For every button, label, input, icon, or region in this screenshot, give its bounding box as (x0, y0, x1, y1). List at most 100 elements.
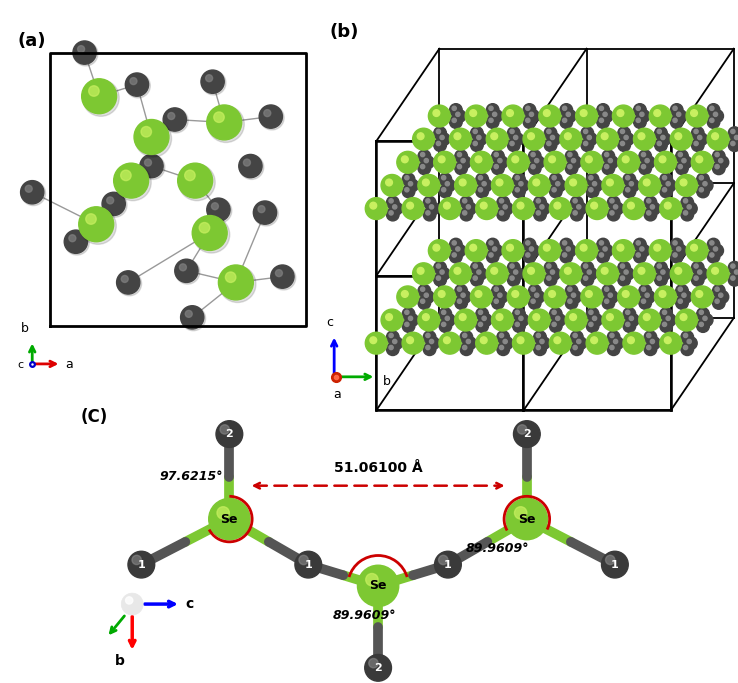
Circle shape (534, 343, 546, 356)
Text: (b): (b) (330, 23, 359, 42)
Circle shape (627, 202, 634, 209)
Circle shape (164, 109, 188, 133)
Circle shape (476, 308, 489, 320)
Circle shape (459, 313, 466, 320)
Circle shape (508, 127, 520, 139)
Circle shape (445, 182, 449, 186)
Circle shape (618, 286, 640, 308)
Circle shape (102, 192, 125, 216)
Circle shape (508, 273, 520, 286)
Circle shape (602, 174, 624, 197)
Circle shape (548, 156, 556, 163)
Circle shape (449, 238, 462, 251)
Circle shape (497, 331, 509, 344)
Text: 1: 1 (304, 559, 312, 570)
Circle shape (560, 238, 573, 251)
Circle shape (676, 296, 689, 309)
Circle shape (613, 205, 618, 209)
Circle shape (623, 197, 645, 219)
Circle shape (465, 240, 487, 262)
Circle shape (534, 158, 539, 163)
Circle shape (650, 205, 655, 209)
Circle shape (417, 133, 424, 139)
Circle shape (606, 156, 618, 169)
Circle shape (547, 264, 551, 268)
Circle shape (621, 129, 624, 134)
Circle shape (686, 105, 708, 127)
Circle shape (406, 313, 418, 326)
Circle shape (532, 156, 545, 169)
Circle shape (540, 205, 544, 209)
Circle shape (404, 176, 409, 180)
Circle shape (413, 263, 435, 285)
Circle shape (424, 293, 428, 297)
Circle shape (692, 286, 713, 308)
Circle shape (512, 156, 519, 163)
Circle shape (707, 128, 729, 150)
Circle shape (141, 126, 151, 137)
Circle shape (433, 245, 440, 251)
Circle shape (393, 339, 397, 344)
Circle shape (611, 202, 624, 215)
Circle shape (460, 343, 473, 356)
Circle shape (568, 299, 572, 303)
Circle shape (134, 120, 169, 154)
Circle shape (601, 133, 608, 139)
Circle shape (103, 193, 127, 217)
Circle shape (260, 106, 284, 130)
Circle shape (510, 276, 514, 280)
Circle shape (613, 105, 634, 127)
Circle shape (473, 276, 477, 280)
Circle shape (648, 337, 661, 350)
Circle shape (623, 173, 635, 186)
Circle shape (480, 179, 492, 192)
Circle shape (515, 310, 520, 314)
Circle shape (523, 238, 536, 251)
Circle shape (554, 202, 561, 209)
Circle shape (627, 337, 634, 344)
Circle shape (80, 208, 117, 245)
Circle shape (455, 296, 467, 309)
Text: 2: 2 (523, 429, 531, 439)
Circle shape (707, 104, 720, 116)
Circle shape (480, 313, 492, 326)
Circle shape (496, 313, 503, 320)
Circle shape (533, 179, 539, 186)
Circle shape (699, 322, 703, 326)
Circle shape (581, 286, 603, 308)
Circle shape (607, 313, 613, 320)
Circle shape (644, 343, 657, 356)
Circle shape (544, 262, 557, 274)
Circle shape (707, 251, 720, 263)
Circle shape (604, 299, 609, 303)
Circle shape (660, 332, 682, 354)
Circle shape (569, 156, 582, 169)
Circle shape (601, 268, 608, 274)
Circle shape (624, 135, 628, 139)
Text: b: b (115, 654, 125, 668)
Circle shape (584, 141, 587, 145)
Circle shape (731, 141, 735, 145)
Circle shape (657, 276, 661, 280)
Circle shape (548, 268, 560, 280)
Circle shape (497, 196, 509, 209)
Circle shape (439, 332, 461, 354)
Circle shape (565, 296, 578, 309)
Circle shape (179, 264, 187, 270)
Circle shape (700, 179, 713, 192)
Circle shape (441, 188, 446, 192)
Circle shape (387, 196, 399, 209)
Circle shape (655, 286, 676, 308)
Circle shape (636, 241, 641, 245)
Circle shape (449, 263, 472, 285)
Circle shape (645, 158, 649, 163)
Circle shape (626, 176, 630, 180)
Circle shape (390, 202, 403, 215)
Circle shape (655, 139, 667, 152)
Circle shape (589, 176, 593, 180)
Circle shape (655, 262, 667, 274)
Circle shape (435, 551, 461, 578)
Circle shape (534, 208, 546, 221)
Circle shape (716, 156, 728, 169)
Circle shape (528, 162, 541, 175)
